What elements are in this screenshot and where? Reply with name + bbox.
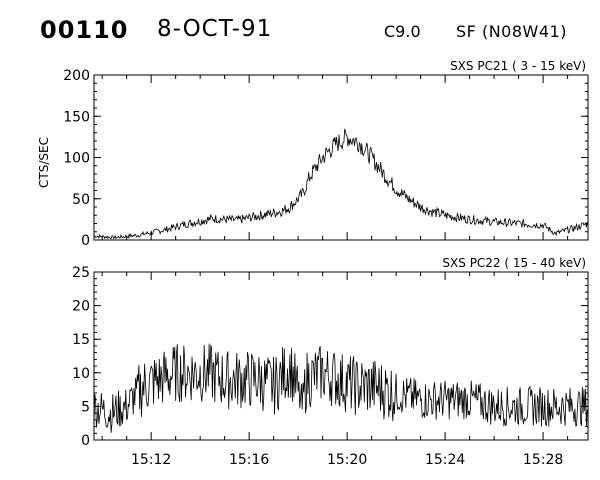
series-line: [93, 128, 589, 240]
x-tick-label: 15:28: [523, 452, 563, 468]
event-date: 8-OCT-91: [157, 16, 273, 42]
flare-class: C9.0: [384, 22, 421, 41]
y-tick-label: 150: [63, 109, 90, 125]
page-header: 00110 8-OCT-91 C9.0 SF (N08W41): [0, 0, 600, 60]
plot-frame: [93, 271, 589, 441]
y-tick-label: 10: [72, 366, 90, 382]
y-tick-label: 50: [72, 192, 90, 208]
y-tick-label: 5: [81, 399, 90, 415]
x-tick-label: 15:24: [425, 452, 465, 468]
plot-frame: [93, 74, 589, 241]
flare-location: SF (N08W41): [456, 22, 567, 41]
y-tick-label: 100: [63, 151, 90, 167]
y-tick-label: 0: [81, 233, 90, 249]
y-tick-label: 15: [72, 332, 90, 348]
plot-title: SXS PC22 ( 15 - 40 keV): [442, 256, 586, 270]
y-tick-label: 200: [63, 68, 90, 84]
y-axis-label: CTS/SEC: [37, 137, 51, 188]
x-tick-label: 15:20: [327, 452, 367, 468]
y-tick-label: 20: [72, 299, 90, 315]
plot-title: SXS PC21 ( 3 - 15 keV): [450, 59, 586, 73]
x-tick-label: 15:12: [131, 452, 171, 468]
series-line: [93, 343, 589, 433]
y-tick-label: 0: [81, 433, 90, 449]
x-tick-label: 15:16: [229, 452, 269, 468]
event-id: 00110: [40, 16, 129, 44]
y-tick-label: 25: [72, 265, 90, 281]
